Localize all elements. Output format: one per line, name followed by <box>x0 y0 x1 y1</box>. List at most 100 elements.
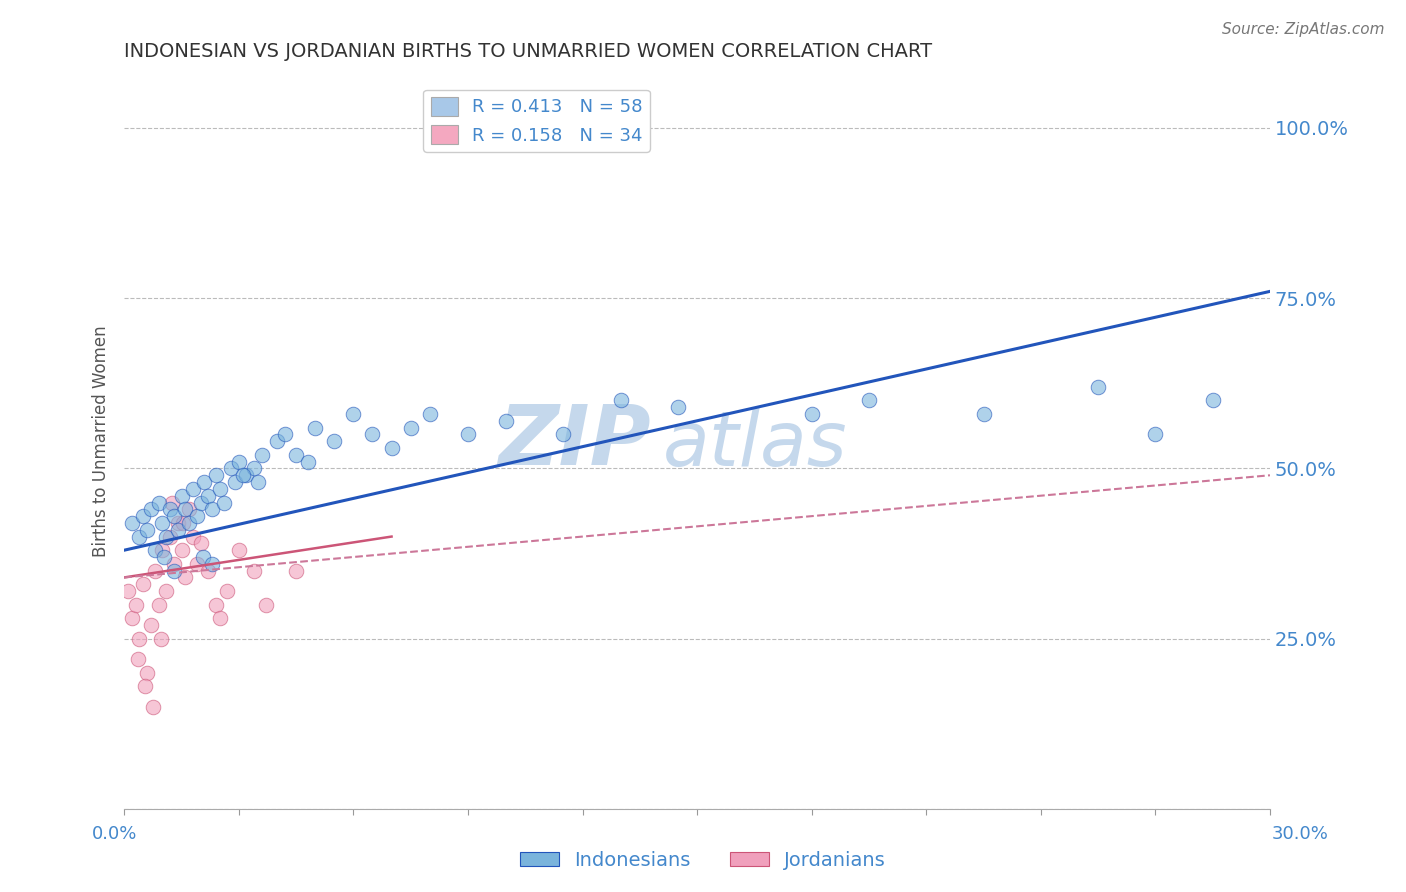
Indonesians <box>159 502 181 516</box>
Indonesians <box>419 407 441 421</box>
Jordanians <box>139 618 162 632</box>
Y-axis label: Births to Unmarried Women: Births to Unmarried Women <box>93 326 110 557</box>
Indonesians <box>152 516 174 530</box>
Indonesians <box>174 502 197 516</box>
Indonesians <box>858 393 880 408</box>
Indonesians <box>153 549 176 564</box>
Indonesians <box>179 516 201 530</box>
Indonesians <box>361 427 384 442</box>
Jordanians <box>197 564 219 578</box>
Jordanians <box>155 584 177 599</box>
Indonesians <box>224 475 246 489</box>
Indonesians <box>1087 380 1109 394</box>
Indonesians <box>128 530 150 544</box>
Jordanians <box>127 652 149 666</box>
Indonesians <box>235 468 257 483</box>
Indonesians <box>266 434 288 449</box>
Indonesians <box>399 420 422 434</box>
Jordanians <box>142 699 165 714</box>
Indonesians <box>323 434 346 449</box>
Text: ZIP: ZIP <box>499 401 651 482</box>
Indonesians <box>166 523 188 537</box>
Indonesians <box>191 549 214 564</box>
Jordanians <box>128 632 150 646</box>
Indonesians <box>219 461 242 475</box>
Jordanians <box>136 665 159 680</box>
Indonesians <box>243 461 266 475</box>
Jordanians <box>149 632 172 646</box>
Jordanians <box>159 530 181 544</box>
Indonesians <box>212 495 235 509</box>
Jordanians <box>172 516 194 530</box>
Text: Source: ZipAtlas.com: Source: ZipAtlas.com <box>1222 22 1385 37</box>
Jordanians <box>170 543 193 558</box>
Jordanians <box>181 530 204 544</box>
Indonesians <box>495 414 517 428</box>
Indonesians <box>457 427 479 442</box>
Jordanians <box>208 611 231 625</box>
Indonesians <box>132 509 155 524</box>
Indonesians <box>208 482 231 496</box>
Indonesians <box>163 564 186 578</box>
Indonesians <box>121 516 143 530</box>
Jordanians <box>121 611 143 625</box>
Jordanians <box>217 584 239 599</box>
Indonesians <box>800 407 823 421</box>
Indonesians <box>380 441 402 455</box>
Jordanians <box>254 598 277 612</box>
Indonesians <box>304 420 326 434</box>
Indonesians <box>186 509 208 524</box>
Indonesians <box>973 407 995 421</box>
Jordanians <box>186 557 208 571</box>
Indonesians <box>297 455 319 469</box>
Jordanians <box>174 570 197 584</box>
Indonesians <box>246 475 269 489</box>
Jordanians <box>132 577 155 591</box>
Jordanians <box>143 564 166 578</box>
Text: 0.0%: 0.0% <box>91 825 136 843</box>
Jordanians <box>160 495 183 509</box>
Indonesians <box>148 495 170 509</box>
Jordanians <box>166 516 188 530</box>
Jordanians <box>243 564 266 578</box>
Indonesians <box>139 502 162 516</box>
Indonesians <box>197 489 219 503</box>
Indonesians <box>666 400 689 414</box>
Jordanians <box>179 502 201 516</box>
Indonesians <box>1201 393 1223 408</box>
Jordanians <box>117 584 139 599</box>
Text: 30.0%: 30.0% <box>1272 825 1329 843</box>
Indonesians <box>250 448 273 462</box>
Indonesians <box>170 489 193 503</box>
Jordanians <box>190 536 212 550</box>
Indonesians <box>228 455 250 469</box>
Indonesians <box>273 427 295 442</box>
Indonesians <box>553 427 575 442</box>
Indonesians <box>201 502 224 516</box>
Indonesians <box>136 523 159 537</box>
Indonesians <box>181 482 204 496</box>
Indonesians <box>232 468 254 483</box>
Indonesians <box>205 468 228 483</box>
Indonesians <box>285 448 308 462</box>
Indonesians <box>143 543 166 558</box>
Legend: Indonesians, Jordanians: Indonesians, Jordanians <box>512 843 894 878</box>
Text: atlas: atlas <box>662 408 848 482</box>
Jordanians <box>134 680 156 694</box>
Jordanians <box>228 543 250 558</box>
Jordanians <box>285 564 308 578</box>
Indonesians <box>1144 427 1167 442</box>
Indonesians <box>201 557 224 571</box>
Legend: R = 0.413   N = 58, R = 0.158   N = 34: R = 0.413 N = 58, R = 0.158 N = 34 <box>423 90 650 152</box>
Indonesians <box>155 530 177 544</box>
Indonesians <box>609 393 631 408</box>
Indonesians <box>193 475 215 489</box>
Indonesians <box>163 509 186 524</box>
Text: INDONESIAN VS JORDANIAN BIRTHS TO UNMARRIED WOMEN CORRELATION CHART: INDONESIAN VS JORDANIAN BIRTHS TO UNMARR… <box>124 42 932 61</box>
Jordanians <box>205 598 228 612</box>
Jordanians <box>152 543 174 558</box>
Indonesians <box>190 495 212 509</box>
Jordanians <box>148 598 170 612</box>
Indonesians <box>342 407 364 421</box>
Jordanians <box>163 557 186 571</box>
